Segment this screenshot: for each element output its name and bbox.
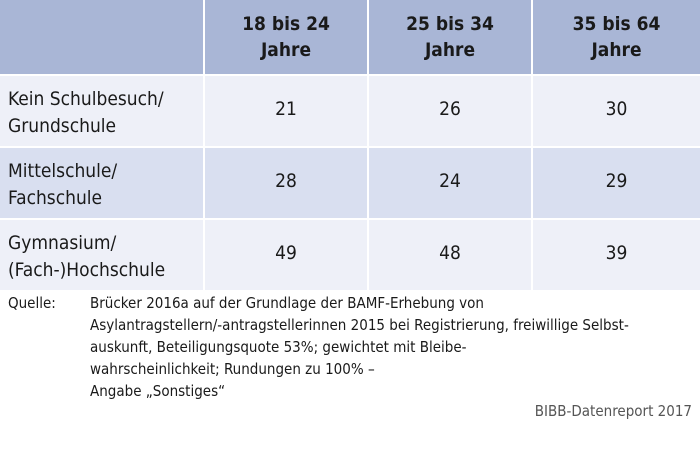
source-text: Brücker 2016a auf der Grundlage der BAMF… <box>90 294 629 400</box>
header-label: 25 bis 34 Jahre <box>406 13 494 61</box>
table-cell: 39 <box>533 220 700 292</box>
source-note: Quelle: Brücker 2016a auf der Grundlage d… <box>8 292 698 402</box>
table-header-row: 18 bis 24 Jahre 25 bis 34 Jahre 35 bis 6… <box>0 0 700 76</box>
education-table: 18 bis 24 Jahre 25 bis 34 Jahre 35 bis 6… <box>0 0 700 292</box>
header-cell-18-24: 18 bis 24 Jahre <box>205 0 369 76</box>
row-label: Gymnasium/ (Fach-)Hochschule <box>0 220 205 292</box>
source-label: Quelle: <box>8 294 56 312</box>
table-cell: 28 <box>205 148 369 220</box>
table-cell: 21 <box>205 76 369 148</box>
header-cell-35-64: 35 bis 64 Jahre <box>533 0 700 76</box>
header-cell-25-34: 25 bis 34 Jahre <box>369 0 533 76</box>
table-row: Kein Schulbesuch/ Grundschule 21 26 30 <box>0 76 700 148</box>
header-label: 18 bis 24 Jahre <box>242 13 330 61</box>
table-row: Gymnasium/ (Fach-)Hochschule 49 48 39 <box>0 220 700 292</box>
table-cell: 30 <box>533 76 700 148</box>
header-corner-cell <box>0 0 205 76</box>
report-credit: BIBB-Datenreport 2017 <box>534 402 692 420</box>
table-cell: 49 <box>205 220 369 292</box>
table-cell: 24 <box>369 148 533 220</box>
header-label: 35 bis 64 Jahre <box>572 13 661 61</box>
table-row: Mittelschule/ Fachschule 28 24 29 <box>0 148 700 220</box>
table-cell: 29 <box>533 148 700 220</box>
table-cell: 26 <box>369 76 533 148</box>
table-cell: 48 <box>369 220 533 292</box>
row-label: Kein Schulbesuch/ Grundschule <box>0 76 205 148</box>
row-label: Mittelschule/ Fachschule <box>0 148 205 220</box>
